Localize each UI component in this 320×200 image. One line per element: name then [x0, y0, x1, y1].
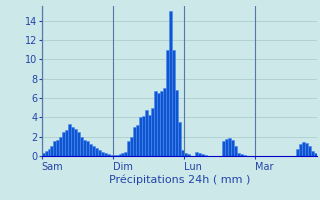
Bar [222, 141, 225, 156]
Bar [231, 140, 234, 156]
Bar [175, 90, 178, 156]
Bar [62, 132, 65, 156]
X-axis label: Précipitations 24h ( mm ): Précipitations 24h ( mm ) [108, 174, 250, 185]
Bar [311, 151, 314, 156]
Bar [77, 132, 80, 156]
Bar [187, 154, 189, 156]
Bar [110, 155, 113, 156]
Bar [113, 155, 116, 156]
Bar [53, 141, 56, 156]
Bar [47, 149, 51, 156]
Bar [65, 130, 68, 156]
Bar [139, 117, 142, 156]
Bar [198, 153, 201, 156]
Bar [44, 151, 47, 156]
Bar [80, 137, 83, 156]
Bar [196, 152, 198, 156]
Bar [142, 116, 145, 156]
Bar [104, 153, 107, 156]
Bar [163, 88, 166, 156]
Bar [234, 146, 237, 156]
Bar [74, 129, 77, 156]
Bar [116, 155, 118, 156]
Bar [228, 138, 231, 156]
Bar [225, 139, 228, 156]
Bar [68, 124, 71, 156]
Bar [71, 127, 74, 156]
Bar [98, 150, 101, 156]
Bar [83, 140, 86, 156]
Bar [95, 148, 98, 156]
Bar [124, 152, 127, 156]
Bar [122, 153, 124, 156]
Bar [42, 153, 44, 156]
Bar [107, 154, 110, 156]
Bar [136, 125, 139, 156]
Bar [172, 50, 175, 156]
Bar [130, 137, 133, 156]
Bar [92, 146, 95, 156]
Bar [89, 144, 92, 156]
Bar [86, 141, 89, 156]
Bar [181, 150, 184, 156]
Bar [302, 142, 305, 156]
Bar [305, 143, 308, 156]
Bar [204, 155, 207, 156]
Bar [56, 140, 59, 156]
Bar [314, 153, 317, 156]
Bar [101, 152, 104, 156]
Bar [133, 127, 136, 156]
Bar [184, 153, 187, 156]
Bar [157, 93, 160, 156]
Bar [154, 91, 157, 156]
Bar [169, 11, 172, 156]
Bar [243, 155, 246, 156]
Bar [299, 144, 302, 156]
Bar [201, 154, 204, 156]
Bar [296, 149, 299, 156]
Bar [148, 115, 151, 156]
Bar [151, 108, 154, 156]
Bar [240, 154, 243, 156]
Bar [145, 110, 148, 156]
Bar [51, 146, 53, 156]
Bar [127, 141, 130, 156]
Bar [178, 122, 181, 156]
Bar [237, 153, 240, 156]
Bar [59, 137, 62, 156]
Bar [308, 146, 311, 156]
Bar [160, 91, 163, 156]
Bar [166, 50, 169, 156]
Bar [118, 154, 122, 156]
